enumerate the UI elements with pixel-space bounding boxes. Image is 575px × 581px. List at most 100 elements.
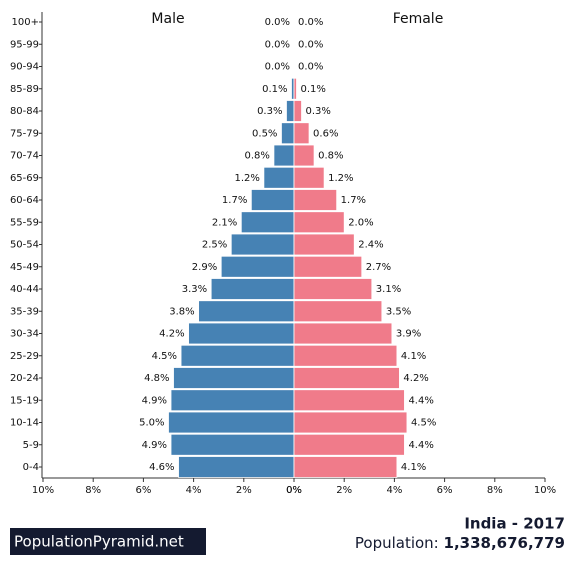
y-tick-label: 10-14	[10, 418, 39, 429]
country-title: India - 2017	[464, 515, 565, 533]
bar	[240, 211, 295, 234]
value-label: 4.2%	[159, 329, 184, 340]
y-tick-label: 20-24	[10, 373, 39, 384]
value-label: 0.3%	[257, 106, 282, 117]
value-label: 4.5%	[411, 418, 436, 429]
bar	[281, 122, 295, 145]
bar	[293, 322, 393, 345]
value-label: 1.2%	[234, 173, 259, 184]
value-label: 2.4%	[358, 240, 383, 251]
y-tick-label: 85-89	[10, 84, 39, 95]
bar	[168, 411, 295, 434]
y-tick-label: 0-4	[23, 462, 39, 473]
bar	[293, 233, 355, 256]
bar	[178, 456, 295, 478]
value-label: 0.8%	[245, 151, 270, 162]
value-label: 4.4%	[408, 395, 433, 406]
bar	[293, 189, 338, 211]
bar	[293, 122, 310, 145]
value-label: 2.0%	[348, 217, 373, 228]
x-tick-label: 8%	[487, 485, 503, 496]
x-tick-label: 2%	[336, 485, 352, 496]
bar	[170, 433, 295, 456]
bar	[293, 411, 408, 434]
population-value: 1,338,676,779	[444, 534, 565, 552]
brand-box	[10, 528, 206, 555]
bar	[293, 367, 400, 389]
bar	[293, 100, 302, 122]
bar	[293, 433, 405, 456]
value-label: 0.0%	[265, 17, 290, 28]
y-tick-label: 80-84	[10, 106, 39, 117]
bar	[220, 255, 295, 278]
y-tick-label: 95-99	[10, 39, 39, 50]
value-label: 4.9%	[142, 440, 167, 451]
value-label: 4.9%	[142, 395, 167, 406]
y-tick-label: 90-94	[10, 62, 39, 73]
value-label: 4.1%	[401, 462, 426, 473]
bar	[210, 278, 295, 300]
bar	[293, 300, 383, 323]
value-label: 0.5%	[252, 128, 277, 139]
bar	[198, 300, 295, 323]
y-tick-label: 15-19	[10, 395, 39, 406]
value-label: 4.4%	[408, 440, 433, 451]
bar	[286, 100, 295, 122]
bar	[173, 367, 295, 389]
value-label: 0.1%	[262, 84, 287, 95]
value-label: 0.6%	[313, 128, 338, 139]
y-tick-label: 70-74	[10, 151, 39, 162]
x-tick-label: 8%	[85, 485, 101, 496]
y-tick-label: 75-79	[10, 128, 39, 139]
population: Population: 1,338,676,779	[355, 534, 565, 552]
y-tick-label: 55-59	[10, 217, 39, 228]
value-label: 3.8%	[169, 306, 194, 317]
value-label: 0.3%	[306, 106, 331, 117]
value-label: 0.0%	[265, 62, 290, 73]
male-title: Male	[151, 11, 184, 27]
x-tick-label: 6%	[135, 485, 151, 496]
bar	[263, 166, 295, 189]
value-label: 2.5%	[202, 240, 227, 251]
bar	[293, 144, 315, 167]
value-label: 4.6%	[149, 462, 174, 473]
y-tick-label: 5-9	[23, 440, 39, 451]
value-label: 0.0%	[298, 39, 323, 50]
y-tick-label: 35-39	[10, 306, 39, 317]
value-label: 5.0%	[139, 418, 164, 429]
value-label: 0.0%	[265, 39, 290, 50]
bar	[293, 456, 398, 478]
bar	[293, 389, 405, 412]
value-label: 4.1%	[401, 351, 426, 362]
y-tick-label: 100+	[12, 17, 39, 28]
brand: PopulationPyramid.net	[14, 533, 184, 551]
y-tick-label: 45-49	[10, 262, 39, 273]
value-label: 2.9%	[192, 262, 217, 273]
bar	[273, 144, 295, 167]
y-tick-label: 50-54	[10, 240, 39, 251]
value-label: 0.0%	[298, 62, 323, 73]
bar	[293, 77, 297, 100]
value-label: 3.5%	[386, 306, 411, 317]
value-label: 0.0%	[298, 17, 323, 28]
bar	[250, 189, 295, 211]
value-label: 1.2%	[328, 173, 353, 184]
bar	[230, 233, 295, 256]
x-tick-label: 2%	[236, 485, 252, 496]
value-label: 4.5%	[152, 351, 177, 362]
value-label: 3.3%	[182, 284, 207, 295]
female-title: Female	[393, 11, 444, 27]
value-label: 0.8%	[318, 151, 343, 162]
value-label: 2.1%	[212, 217, 237, 228]
bar	[293, 344, 398, 367]
x-tick-label: 0%	[286, 485, 302, 496]
value-label: 1.7%	[222, 195, 247, 206]
population-label: Population:	[355, 534, 439, 552]
bar	[170, 389, 295, 412]
bar	[180, 344, 295, 367]
x-tick-label: 10%	[534, 485, 556, 496]
y-tick-label: 60-64	[10, 195, 39, 206]
y-tick-label: 65-69	[10, 173, 39, 184]
bar	[293, 278, 373, 300]
